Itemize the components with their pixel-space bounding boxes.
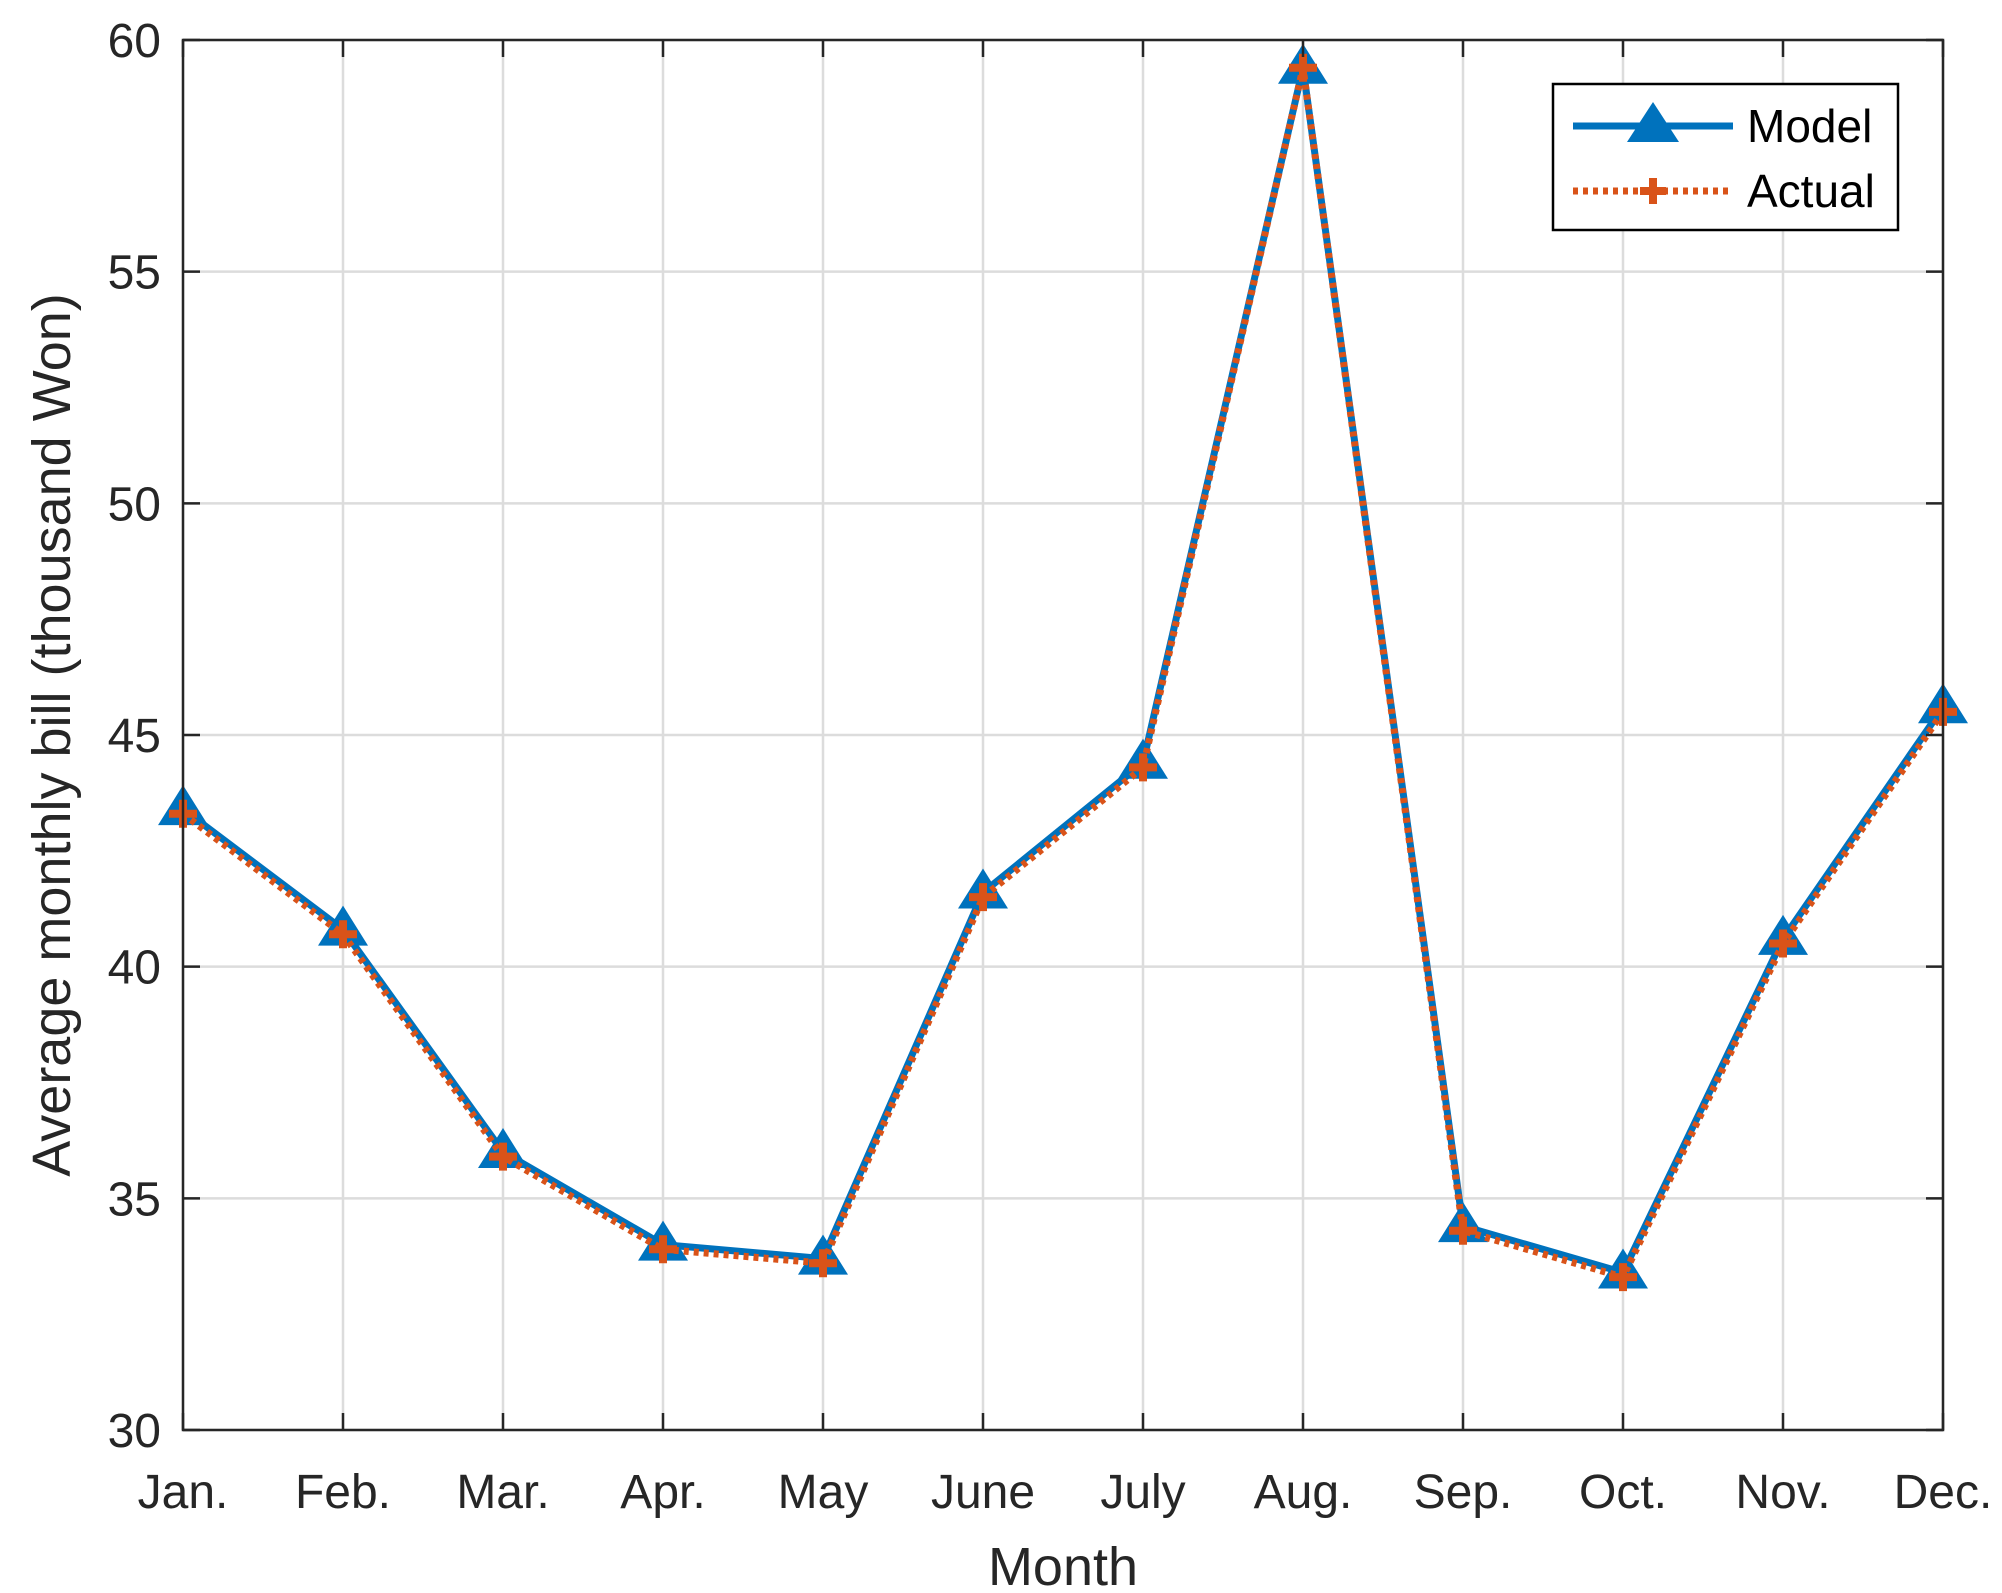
y-tick-labels: 30 35 40 45 50 55 60 bbox=[108, 15, 161, 1458]
x-tick-label: Aug. bbox=[1254, 1466, 1353, 1519]
data-point-plus bbox=[1769, 929, 1797, 958]
y-tick-label: 55 bbox=[108, 247, 161, 300]
data-point-plus bbox=[649, 1235, 677, 1264]
x-tick-label: Apr. bbox=[620, 1466, 705, 1519]
data-point-plus bbox=[1609, 1263, 1637, 1292]
x-tick-label: May bbox=[778, 1466, 869, 1519]
x-tick-labels: Jan. Feb. Mar. Apr. May June July Aug. Sep. Oct. N… bbox=[138, 1466, 1993, 1519]
x-tick-label: Jan. bbox=[138, 1466, 229, 1519]
data-point-plus bbox=[969, 883, 997, 912]
legend-model-marker bbox=[1627, 102, 1679, 142]
x-tick-label: Mar. bbox=[456, 1466, 549, 1519]
x-tick-label: Dec. bbox=[1894, 1466, 1993, 1519]
legend-actual-marker bbox=[1640, 178, 1666, 204]
x-tick-label: Sep. bbox=[1414, 1466, 1513, 1519]
legend-model-label: Model bbox=[1747, 100, 1872, 152]
y-tick-label: 35 bbox=[108, 1173, 161, 1226]
data-point-plus bbox=[1289, 53, 1317, 82]
legend-actual-label: Actual bbox=[1747, 165, 1875, 217]
series-actual bbox=[169, 53, 1957, 1292]
data-point-plus bbox=[1129, 753, 1157, 782]
y-tick-label: 40 bbox=[108, 942, 161, 995]
y-tick-label: 30 bbox=[108, 1405, 161, 1458]
y-tick-label: 60 bbox=[108, 15, 161, 68]
legend: Model Actual bbox=[1551, 82, 1900, 232]
x-tick-label: Feb. bbox=[295, 1466, 391, 1519]
data-point-plus bbox=[329, 920, 357, 949]
data-point-plus bbox=[489, 1142, 517, 1171]
data-point-plus bbox=[809, 1249, 837, 1278]
x-tick-label: June bbox=[931, 1466, 1035, 1519]
x-tick-label: Oct. bbox=[1579, 1466, 1667, 1519]
x-tick-label: Nov. bbox=[1735, 1466, 1830, 1519]
x-tick-label: July bbox=[1100, 1466, 1185, 1519]
data-point-plus bbox=[1449, 1216, 1477, 1245]
y-tick-label: 45 bbox=[108, 710, 161, 763]
legend-box bbox=[1551, 82, 1900, 232]
y-tick-label: 50 bbox=[108, 478, 161, 531]
x-axis-label: Month bbox=[988, 1537, 1138, 1593]
series-line bbox=[180, 64, 1946, 1281]
axis-ticks bbox=[181, 38, 1945, 1432]
series-layer bbox=[158, 43, 1968, 1292]
y-axis-label: Average monthly bill (thousand Won) bbox=[22, 293, 82, 1177]
